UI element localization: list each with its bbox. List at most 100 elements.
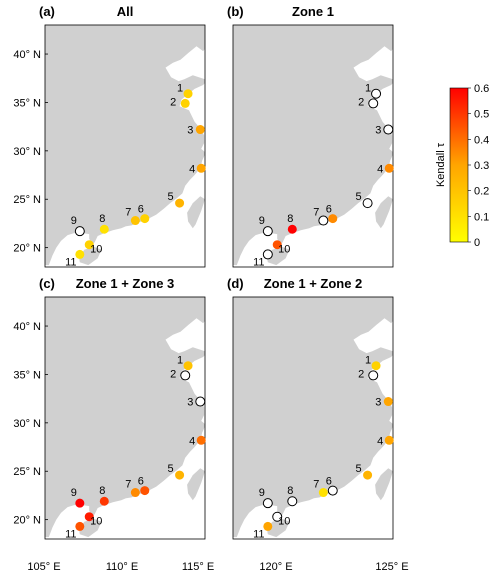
colorbar-tick-label: 0.1 bbox=[474, 211, 489, 223]
y-tick-label: 30° N bbox=[13, 146, 41, 158]
station-marker-insignificant bbox=[272, 511, 283, 522]
station-marker-insignificant bbox=[318, 215, 329, 226]
station-label: 1 bbox=[177, 83, 183, 95]
station-marker bbox=[140, 486, 150, 496]
station-label: 8 bbox=[99, 485, 105, 497]
panel-title: Zone 1 + Zone 2 bbox=[264, 276, 363, 291]
station-label: 2 bbox=[170, 368, 176, 380]
station-label: 7 bbox=[125, 479, 131, 491]
station-label: 9 bbox=[71, 487, 77, 499]
panel-frame bbox=[44, 296, 206, 540]
station-marker-insignificant bbox=[262, 498, 273, 509]
station-marker bbox=[75, 249, 85, 259]
station-marker bbox=[196, 435, 206, 445]
x-tick-label: 105° E bbox=[27, 561, 60, 573]
y-tick-label: 35° N bbox=[13, 369, 41, 381]
station-label: 9 bbox=[71, 215, 77, 227]
station-label: 4 bbox=[189, 163, 195, 175]
panel-frame bbox=[232, 296, 394, 540]
station-label: 5 bbox=[168, 463, 174, 475]
station-marker-insignificant bbox=[262, 226, 273, 237]
station-label: 9 bbox=[259, 215, 265, 227]
station-label: 7 bbox=[125, 207, 131, 219]
colorbar-tick-label: 0.5 bbox=[474, 109, 489, 121]
map-panel: (c) Zone 1 + Zone 3 20° N 25° N 30° N 35° N 40… bbox=[13, 276, 206, 540]
station-marker-insignificant bbox=[368, 98, 379, 109]
panel-letter: (b) bbox=[227, 4, 244, 19]
colorbar-tick-label: 0.4 bbox=[474, 134, 489, 146]
station-marker bbox=[384, 163, 394, 173]
station-label: 11 bbox=[253, 256, 264, 268]
station-marker bbox=[363, 470, 373, 480]
station-label: 11 bbox=[253, 528, 264, 540]
station-label: 8 bbox=[287, 485, 293, 497]
station-label: 1 bbox=[365, 83, 371, 95]
x-tick-label: 120° E bbox=[259, 561, 292, 573]
station-marker-insignificant bbox=[327, 485, 338, 496]
station-marker bbox=[196, 163, 206, 173]
station-marker bbox=[99, 224, 109, 234]
station-label: 8 bbox=[99, 213, 105, 225]
panel-title: All bbox=[117, 4, 134, 19]
station-marker bbox=[75, 521, 85, 531]
station-label: 5 bbox=[356, 463, 362, 475]
colorbar-tick-label: 0.6 bbox=[474, 83, 489, 95]
station-label: 7 bbox=[313, 479, 319, 491]
station-label: 2 bbox=[170, 96, 176, 108]
station-label: 3 bbox=[375, 397, 381, 409]
map-panel: (a) All 20° N 25° N 30° N 35° N 40° N 12 3 4 5 67 8 9… bbox=[13, 4, 206, 268]
station-marker-insignificant bbox=[180, 370, 191, 381]
panel-title: Zone 1 bbox=[292, 4, 334, 19]
station-marker bbox=[84, 512, 94, 522]
colorbar-label: Kendall τ bbox=[435, 142, 447, 187]
station-label: 11 bbox=[65, 528, 76, 540]
station-marker bbox=[383, 397, 393, 407]
station-marker bbox=[195, 125, 205, 135]
station-label: 4 bbox=[377, 435, 383, 447]
x-tick-label: 125° E bbox=[375, 561, 408, 573]
panel-letter: (d) bbox=[227, 276, 244, 291]
y-tick-label: 25° N bbox=[13, 194, 41, 206]
station-label: 4 bbox=[377, 163, 383, 175]
station-label: 3 bbox=[375, 125, 381, 137]
station-marker bbox=[318, 488, 328, 498]
station-marker-insignificant bbox=[368, 370, 379, 381]
station-marker-insignificant bbox=[371, 88, 382, 99]
station-marker-insignificant bbox=[287, 496, 298, 507]
landmass bbox=[233, 25, 393, 266]
station-label: 11 bbox=[65, 256, 76, 268]
y-tick-label: 40° N bbox=[13, 321, 41, 333]
station-label: 7 bbox=[313, 207, 319, 219]
panel-letter: (c) bbox=[39, 276, 55, 291]
station-marker bbox=[384, 435, 394, 445]
station-marker bbox=[180, 98, 190, 108]
station-label: 6 bbox=[326, 476, 332, 488]
land bbox=[45, 297, 205, 538]
panel-letter: (a) bbox=[39, 4, 55, 19]
station-marker-insignificant bbox=[362, 198, 373, 209]
station-label: 2 bbox=[358, 96, 364, 108]
station-marker bbox=[263, 521, 273, 531]
landmass bbox=[375, 468, 393, 501]
colorbar: 0 0.1 0.2 0.3 0.4 0.5 0.6 Kendall τ bbox=[435, 83, 489, 249]
colorbar-tick-label: 0.2 bbox=[474, 186, 489, 198]
station-marker bbox=[140, 214, 150, 224]
x-axis-ticks: 105° E 110° E 115° E 120° E 125° E bbox=[27, 561, 408, 573]
station-label: 8 bbox=[287, 213, 293, 225]
station-label: 9 bbox=[259, 487, 265, 499]
station-label: 10 bbox=[278, 244, 290, 256]
y-tick-label: 20° N bbox=[13, 515, 41, 527]
station-label: 10 bbox=[278, 516, 290, 528]
landmass bbox=[78, 518, 102, 538]
station-marker-insignificant bbox=[383, 124, 394, 135]
panel-frame bbox=[232, 24, 394, 268]
y-tick-label: 40° N bbox=[13, 49, 41, 61]
station-marker bbox=[287, 224, 297, 234]
station-label: 6 bbox=[138, 476, 144, 488]
station-label: 2 bbox=[358, 368, 364, 380]
station-label: 6 bbox=[138, 204, 144, 216]
colorbar-tick-label: 0.3 bbox=[474, 160, 489, 172]
station-marker bbox=[99, 496, 109, 506]
station-marker-insignificant bbox=[262, 249, 273, 260]
